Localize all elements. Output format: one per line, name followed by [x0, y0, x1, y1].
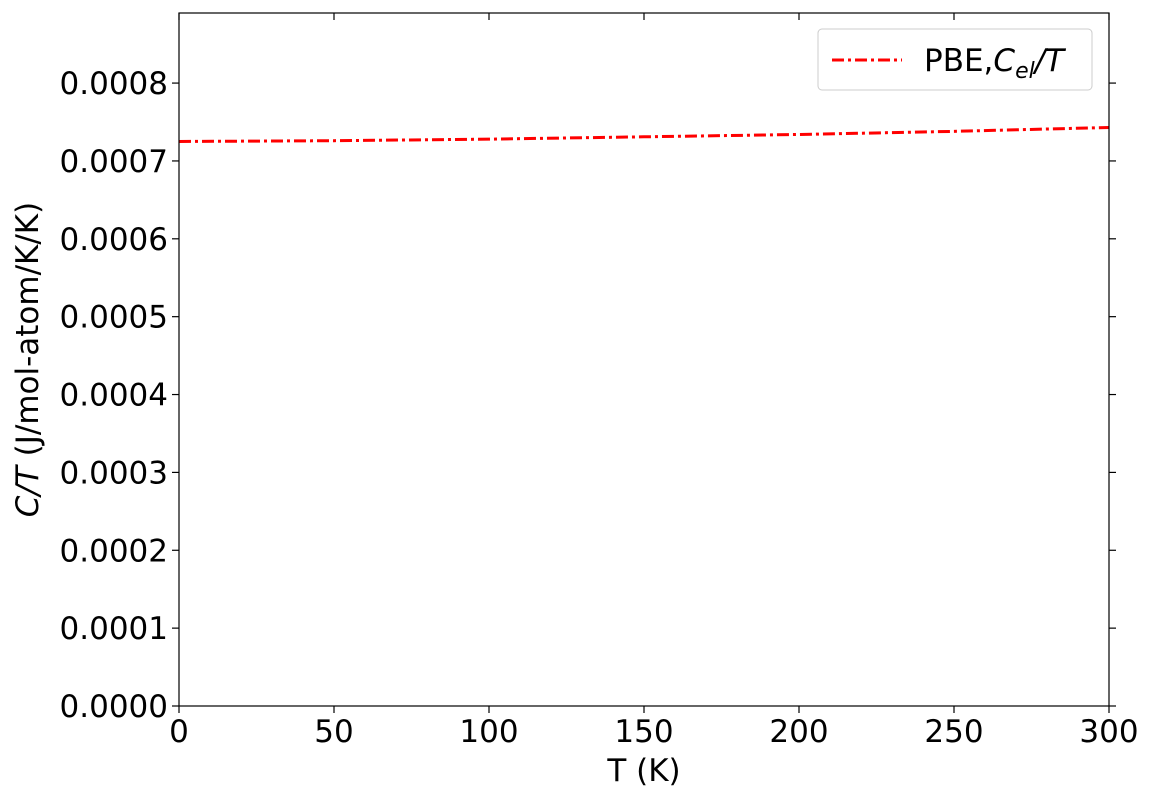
plot-area [179, 13, 1109, 706]
series-layer [178, 125, 1110, 143]
legend-suffix: /T [1032, 43, 1066, 79]
legend-prefix: PBE, [924, 43, 993, 79]
y-tick-label: 0.0005 [60, 300, 168, 336]
y-axis-label-units: (J/mol-atom/K/K) [10, 202, 46, 466]
series-line-pbe [178, 125, 1110, 143]
legend-frame [817, 28, 1093, 91]
x-tick-label: 50 [314, 714, 353, 750]
x-tick-label: 250 [924, 714, 983, 750]
y-tick-label: 0.0008 [60, 66, 168, 102]
y-tick-label: 0.0006 [60, 222, 168, 258]
legend: PBE,Cel/T [817, 28, 1093, 91]
y-tick-label: 0.0002 [60, 533, 168, 569]
x-tick-label: 300 [1079, 714, 1138, 750]
y-ticks: 0.0000 0.0001 0.0002 0.0003 0.0004 0.0005 0.00… [60, 66, 1116, 725]
y-tick-label: 0.0001 [60, 611, 168, 647]
legend-subscript: el [1015, 59, 1035, 84]
x-tick-label: 200 [769, 714, 828, 750]
y-tick-label: 0.0000 [60, 689, 168, 725]
y-tick-label: 0.0007 [60, 144, 168, 180]
x-axis-label: T (K) [606, 753, 680, 789]
x-tick-label: 150 [614, 714, 673, 750]
x-ticks: 0 50 100 150 200 250 300 [169, 13, 1139, 750]
legend-symbol: C [993, 43, 1015, 79]
y-axis-label: C/T (J/mol-atom/K/K) [10, 202, 46, 518]
x-tick-label: 0 [169, 714, 189, 750]
y-tick-label: 0.0003 [60, 455, 168, 491]
y-axis-label-symbol: C/T [10, 464, 46, 517]
legend-entry-label: PBE,Cel/T [924, 43, 1066, 84]
x-tick-label: 100 [459, 714, 518, 750]
y-tick-label: 0.0004 [60, 378, 168, 414]
